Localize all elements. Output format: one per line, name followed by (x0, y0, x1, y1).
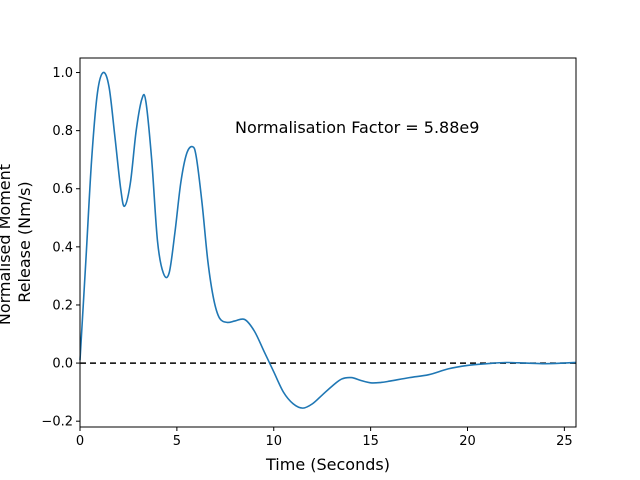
normalisation-annotation: Normalisation Factor = 5.88e9 (235, 118, 479, 137)
y-axis-label-line-1: Normalised Moment (0, 164, 14, 325)
y-tick-label: 0.8 (52, 124, 73, 139)
x-tick-label: 20 (459, 434, 476, 449)
x-tick-label: 15 (362, 434, 379, 449)
x-axis-label: Time (Seconds) (265, 455, 390, 474)
x-tick-label: 0 (76, 434, 84, 449)
x-tick-label: 10 (265, 434, 282, 449)
plot-frame (79, 57, 577, 428)
y-tick-label: 0.2 (52, 298, 73, 313)
x-tick-label: 5 (173, 434, 181, 449)
y-tick-label: 0.4 (52, 240, 73, 255)
series-layer (79, 71, 577, 409)
x-axis: 0 5 10 15 20 25 (76, 427, 573, 449)
y-tick-label: 0.6 (52, 182, 73, 197)
y-tick-label: 1.0 (52, 66, 73, 81)
series-line-0 (79, 71, 577, 409)
y-tick-label: 0.0 (52, 357, 73, 372)
x-tick-label: 25 (556, 434, 573, 449)
y-axis: −0.2 0.0 0.2 0.4 0.6 0.8 1.0 (41, 66, 80, 430)
y-axis-label-line-2: Release (Nm/s) (15, 181, 34, 302)
y-tick-label: −0.2 (41, 415, 73, 430)
plot-area (80, 58, 576, 427)
y-axis-label: Normalised Moment Release (Nm/s) (0, 159, 34, 325)
